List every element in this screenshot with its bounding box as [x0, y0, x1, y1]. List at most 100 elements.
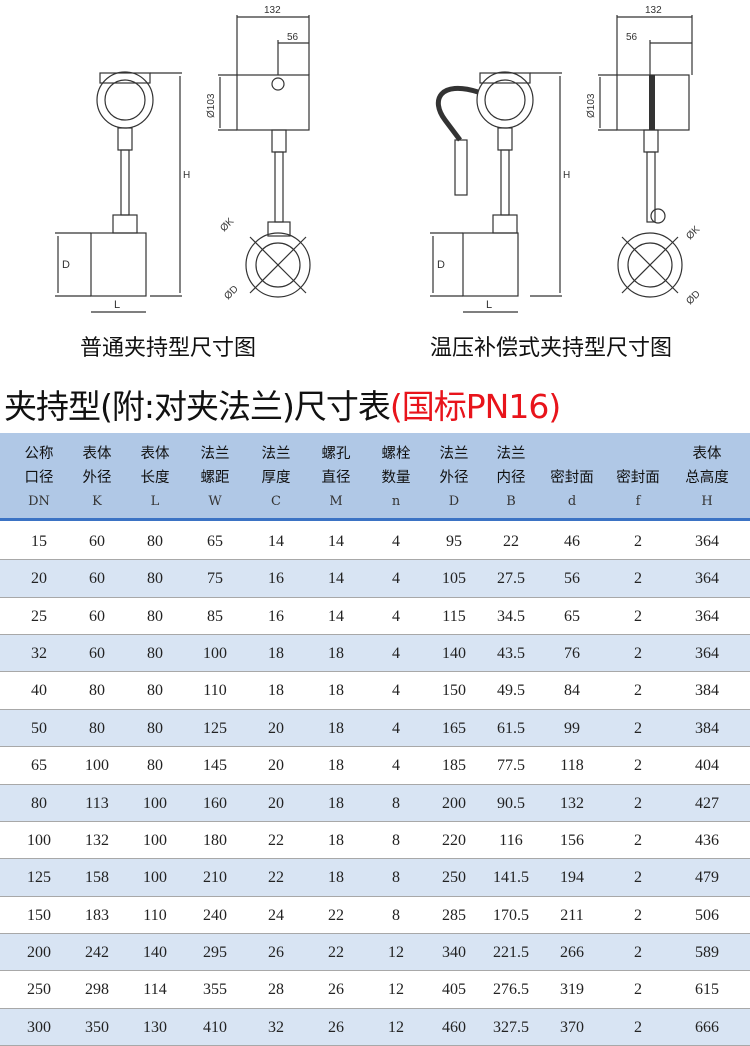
table-row: 50 80 80 125 20 18 4 165 61.5 99 2 384: [0, 709, 750, 748]
table-cell: 116: [499, 831, 523, 849]
table-cell: 60: [89, 570, 105, 588]
table-cell: 22: [268, 869, 284, 887]
left-dim-132: 132: [264, 5, 281, 16]
table-cell: 60: [89, 533, 105, 550]
table-cell: 118: [560, 757, 584, 775]
table-cell: 26: [328, 981, 344, 999]
table-cell: 666: [695, 1018, 719, 1036]
table-cell: 140: [442, 645, 466, 663]
column-header: 法兰 螺距 W: [180, 433, 250, 514]
table-row: 300 350 130 410 32 26 12 460 327.5 370 2 666: [0, 1008, 750, 1046]
table-cell: 18: [328, 831, 344, 849]
table-cell: 194: [560, 869, 584, 887]
table-cell: 2: [634, 794, 642, 812]
column-header: 表体 长度 L: [120, 433, 190, 514]
table-cell: 479: [695, 869, 719, 887]
right-dim-K: ØK: [684, 224, 702, 242]
table-cell: 2: [634, 943, 642, 961]
table-cell: 99: [564, 719, 580, 737]
table-cell: 2: [634, 906, 642, 924]
header-l1: 表体: [82, 446, 112, 462]
table-cell: 18: [328, 682, 344, 700]
table-cell: 80: [147, 607, 163, 625]
page-title: 夹持型(附:对夹法兰)尺寸表(国标PN16): [4, 380, 561, 428]
table-cell: 364: [695, 645, 719, 663]
table-cell: 49.5: [497, 682, 525, 700]
header-l1: 公称: [24, 446, 54, 462]
table-cell: 130: [143, 1018, 167, 1036]
table-cell: 140: [143, 943, 167, 961]
title-main: 夹持型(附:对夹法兰)尺寸表: [4, 387, 391, 426]
table-cell: 56: [564, 570, 580, 588]
header-sym: D: [448, 494, 460, 509]
table-cell: 210: [203, 869, 227, 887]
table-cell: 20: [268, 757, 284, 775]
table-cell: 4: [392, 719, 400, 737]
table-cell: 26: [328, 1018, 344, 1036]
right-caption: 温压补偿式夹持型尺寸图: [430, 336, 673, 361]
table-cell: 77.5: [497, 757, 525, 775]
table-row: 32 60 80 100 18 18 4 140 43.5 76 2 364: [0, 635, 750, 673]
table-cell: 132: [85, 831, 109, 849]
table-cell: 27.5: [497, 570, 525, 588]
table-row: 250 298 114 355 28 26 12 405 276.5 319 2 615: [0, 971, 750, 1009]
header-l2: 口径: [24, 470, 54, 486]
left-dim-D: D: [62, 259, 70, 271]
table-cell: 160: [203, 794, 227, 812]
table-cell: 298: [85, 981, 109, 999]
table-cell: 18: [328, 757, 344, 775]
header-sym: f: [635, 494, 641, 509]
right-dim-H: H: [563, 170, 570, 181]
header-sym: DN: [28, 494, 50, 509]
table-cell: 46: [564, 533, 580, 550]
table-cell: 4: [392, 533, 400, 550]
table-cell: 80: [147, 757, 163, 775]
column-header: 法兰 厚度 C: [241, 433, 311, 514]
table-cell: 2: [634, 831, 642, 849]
table-cell: 65: [564, 607, 580, 625]
header-l2: 总高度: [685, 470, 729, 486]
table-cell: 14: [328, 607, 344, 625]
left-dim-phiD: ØD: [222, 284, 240, 302]
table-cell: 80: [147, 682, 163, 700]
table-row: 15 60 80 65 14 14 4 95 22 46 2 364: [0, 523, 750, 561]
table-row: 150 183 110 240 24 22 8 285 170.5 211 2 506: [0, 897, 750, 934]
table-cell: 384: [695, 719, 719, 737]
standard-clamp-drawing: D L H 132 56 Ø103 ØK ØD: [55, 5, 311, 313]
table-cell: 16: [268, 607, 284, 625]
left-dim-phi103: Ø103: [206, 93, 217, 118]
table-row: 20 60 80 75 16 14 4 105 27.5 56 2 364: [0, 560, 750, 598]
table-cell: 22: [503, 533, 519, 550]
table-cell: 100: [143, 794, 167, 812]
table-cell: 327.5: [493, 1018, 529, 1036]
table-cell: 4: [392, 682, 400, 700]
dimension-drawings: D L H 132 56 Ø103 ØK ØD D L H 132 56 Ø10…: [55, 5, 703, 313]
table-cell: 20: [268, 794, 284, 812]
table-cell: 28: [268, 981, 284, 999]
table-cell: 12: [388, 943, 404, 961]
table-cell: 165: [442, 719, 466, 737]
right-dim-phiD: ØD: [684, 289, 702, 307]
table-row: 25 60 80 85 16 14 4 115 34.5 65 2 364: [0, 598, 750, 636]
column-header: 螺孔 直径 M: [301, 433, 371, 514]
table-cell: 242: [85, 943, 109, 961]
table-row: 65 100 80 145 20 18 4 185 77.5 118 2 404: [0, 747, 750, 785]
table-cell: 76: [564, 645, 580, 663]
column-header: 螺栓 数量 n: [361, 433, 431, 514]
left-dim-H: H: [183, 170, 190, 181]
table-cell: 80: [31, 794, 47, 812]
table-cell: 20: [31, 570, 47, 588]
header-l1: 法兰: [261, 446, 291, 462]
table-cell: 24: [268, 906, 284, 924]
table-cell: 285: [442, 906, 466, 924]
right-dim-L: L: [486, 299, 492, 311]
table-cell: 60: [89, 645, 105, 663]
left-dim-K: ØK: [218, 216, 236, 234]
table-cell: 364: [695, 607, 719, 625]
table-header: 公称 口径 DN 表体 外径 K 表体 长度 L 法兰 螺距 W 法兰 厚度 C 螺孔 直径 M 螺栓 数量 n 法兰 外径…: [0, 433, 750, 521]
table-cell: 18: [268, 645, 284, 663]
table-cell: 60: [89, 607, 105, 625]
table-cell: 80: [147, 719, 163, 737]
table-cell: 114: [143, 981, 167, 999]
table-cell: 150: [442, 682, 466, 700]
